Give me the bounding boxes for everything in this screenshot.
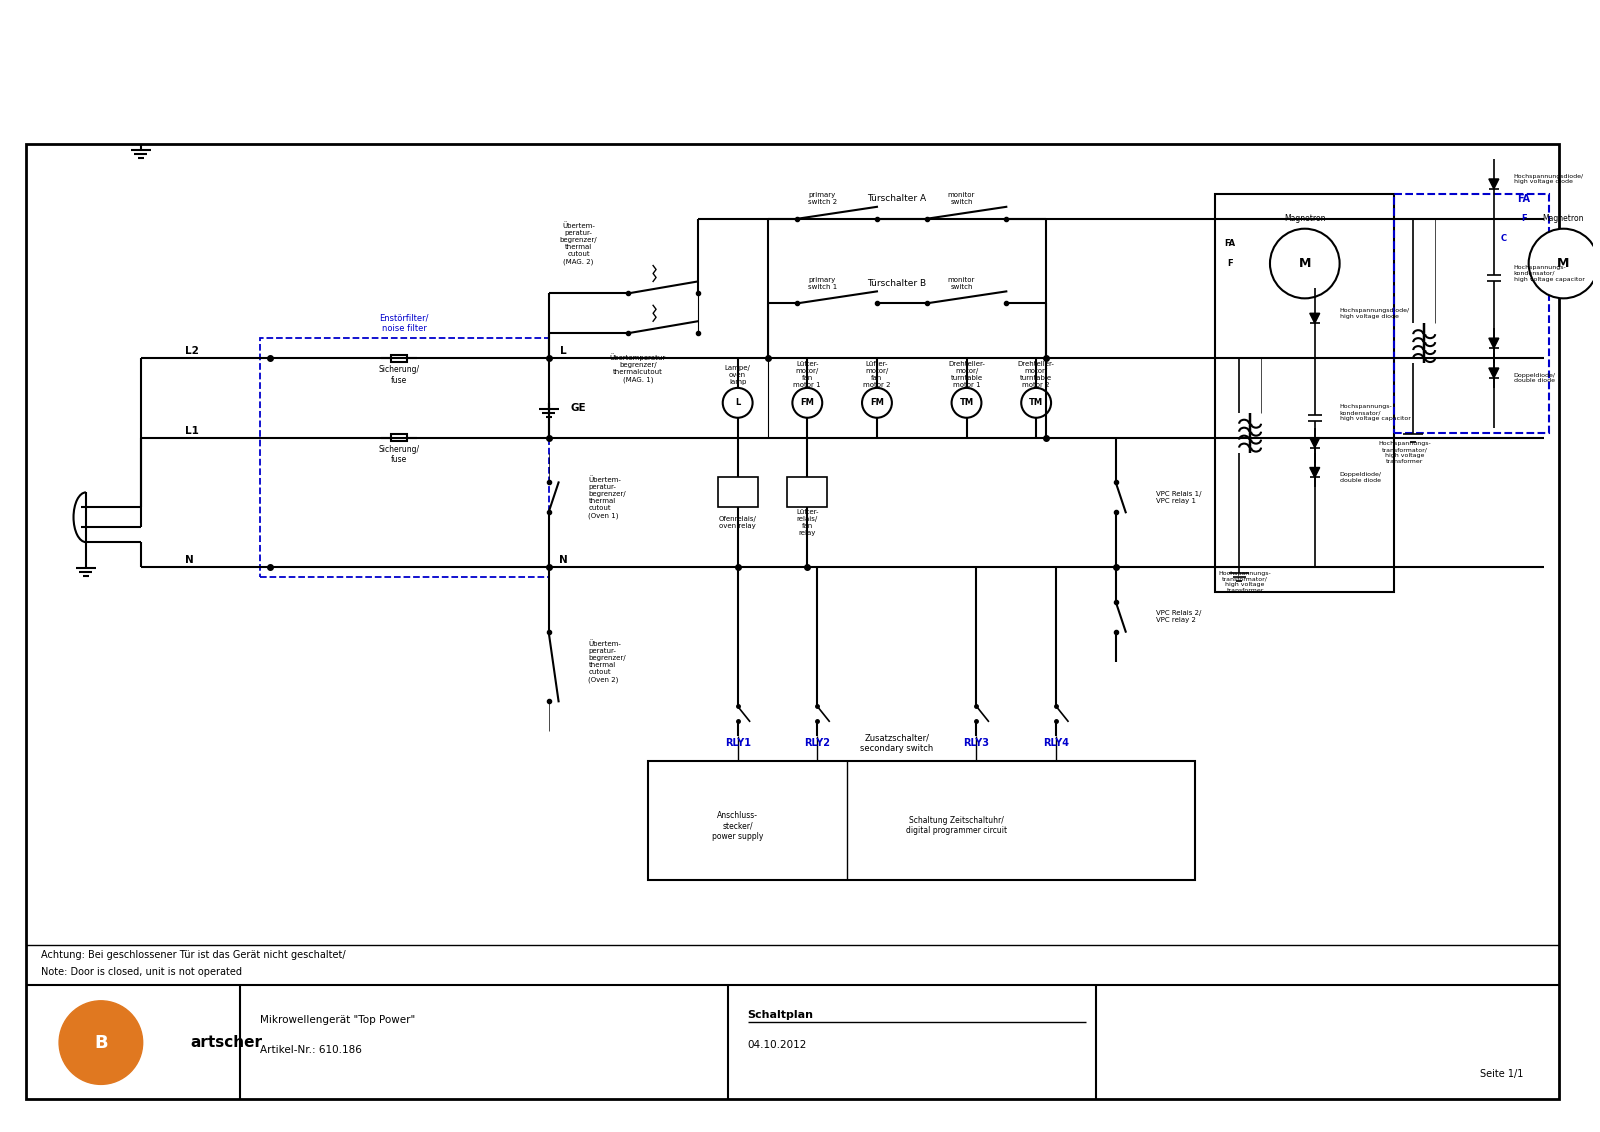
Text: FM: FM [870, 398, 883, 408]
Text: RLY3: RLY3 [963, 738, 989, 748]
Bar [392, 435, 408, 441]
Text: F: F [1522, 214, 1526, 223]
Text: FA: FA [1224, 239, 1235, 248]
Text: Übertem-
peratur-
begrenzer/
thermal
cutout
(Oven 2): Übertem- peratur- begrenzer/ thermal cut… [589, 641, 626, 683]
Bar [26, 144, 1558, 1099]
Text: Note: Door is closed, unit is not operated: Note: Door is closed, unit is not operat… [42, 967, 242, 977]
Text: Hochspannungs-
kondensator/
high voltage capacitor: Hochspannungs- kondensator/ high voltage… [1514, 265, 1584, 282]
Text: Hochspannungs-
kondensator/
high voltage capacitor: Hochspannungs- kondensator/ high voltage… [1339, 404, 1411, 421]
Text: Ofenrelais/
oven relay: Ofenrelais/ oven relay [718, 516, 757, 529]
Text: Übertem-
peratur-
begrenzer/
thermal
cutout
(Oven 1): Übertem- peratur- begrenzer/ thermal cut… [589, 477, 626, 518]
Circle shape [952, 388, 981, 418]
Text: L2: L2 [186, 346, 200, 357]
Text: Anschluss-
stecker/
power supply: Anschluss- stecker/ power supply [712, 811, 763, 841]
Circle shape [792, 388, 822, 418]
Polygon shape [1490, 368, 1499, 378]
Text: Magnetron: Magnetron [1285, 214, 1325, 223]
Text: Mikrowellengerät "Top Power": Mikrowellengerät "Top Power" [261, 1014, 416, 1024]
Text: Lüfter-
motor/
fan
motor 2: Lüfter- motor/ fan motor 2 [864, 361, 891, 388]
Text: GE: GE [571, 403, 586, 413]
Text: Magnetron: Magnetron [1542, 214, 1584, 223]
Text: Hochspannungsdiode/
high voltage diode: Hochspannungsdiode/ high voltage diode [1514, 173, 1584, 185]
Text: L: L [560, 346, 566, 357]
Text: Lüfter-
relais/
fan
relay: Lüfter- relais/ fan relay [797, 508, 819, 535]
Text: RLY4: RLY4 [1043, 738, 1069, 748]
Text: Sicherung/
fuse: Sicherung/ fuse [379, 445, 419, 464]
Text: Türschalter B: Türschalter B [867, 278, 926, 288]
Text: Doppeldiode/
double diode: Doppeldiode/ double diode [1514, 372, 1555, 384]
Text: Drehteller-
motor/
turntable
motor 2: Drehteller- motor/ turntable motor 2 [1018, 361, 1054, 388]
Bar [787, 478, 827, 507]
Text: Schaltplan: Schaltplan [747, 1010, 814, 1020]
Text: Hochspannungs-
transformator/
high voltage
transformer: Hochspannungs- transformator/ high volta… [1219, 571, 1272, 593]
Text: FA: FA [1517, 194, 1530, 204]
Polygon shape [1310, 438, 1320, 447]
Text: M: M [1299, 257, 1310, 271]
Circle shape [723, 388, 752, 418]
Text: M: M [1557, 257, 1570, 271]
Circle shape [1528, 229, 1598, 299]
Text: FM: FM [800, 398, 814, 408]
Text: L1: L1 [186, 426, 200, 436]
Text: Achtung: Bei geschlossener Tür ist das Gerät nicht geschaltet/: Achtung: Bei geschlossener Tür ist das G… [42, 950, 346, 960]
Text: VPC Relais 1/
VPC relay 1: VPC Relais 1/ VPC relay 1 [1155, 491, 1202, 504]
Text: 04.10.2012: 04.10.2012 [747, 1039, 806, 1049]
Text: Hochspannungs-
transformator/
high voltage
transformer: Hochspannungs- transformator/ high volta… [1378, 441, 1430, 464]
Text: monitor
switch: monitor switch [947, 192, 976, 205]
Bar [261, 338, 549, 577]
Text: N: N [186, 555, 194, 565]
Text: Doppeldiode/
double diode: Doppeldiode/ double diode [1339, 472, 1382, 483]
Text: F: F [1227, 259, 1234, 268]
Text: TM: TM [1029, 398, 1043, 408]
Text: primary
switch 1: primary switch 1 [808, 277, 837, 290]
Bar [392, 354, 408, 361]
Text: N: N [558, 555, 568, 565]
Circle shape [1021, 388, 1051, 418]
Text: Seite 1/1: Seite 1/1 [1480, 1070, 1523, 1080]
Circle shape [59, 1001, 142, 1084]
Text: B: B [94, 1034, 107, 1052]
Polygon shape [1490, 179, 1499, 189]
Bar [1216, 194, 1394, 592]
Text: RLY2: RLY2 [805, 738, 830, 748]
Text: Schaltung Zeitschaltuhr/
digital programmer circuit: Schaltung Zeitschaltuhr/ digital program… [906, 816, 1006, 835]
Text: Hochspannungsdiode/
high voltage diode: Hochspannungsdiode/ high voltage diode [1339, 308, 1410, 319]
Text: Artikel-Nr.: 610.186: Artikel-Nr.: 610.186 [261, 1045, 362, 1055]
Text: L: L [734, 398, 741, 408]
Text: Sicherung/
fuse: Sicherung/ fuse [379, 366, 419, 385]
Polygon shape [1310, 468, 1320, 478]
Text: Enstörfilter/
noise filter: Enstörfilter/ noise filter [379, 314, 429, 333]
Text: Lampe/
oven
lamp: Lampe/ oven lamp [725, 365, 750, 385]
Text: TM: TM [960, 398, 973, 408]
Text: primary
switch 2: primary switch 2 [808, 192, 837, 205]
Text: RLY1: RLY1 [725, 738, 750, 748]
Bar [718, 478, 757, 507]
Bar [1394, 194, 1549, 432]
Text: monitor
switch: monitor switch [947, 277, 976, 290]
Text: Türschalter A: Türschalter A [867, 195, 926, 204]
Text: Lüfter-
motor/
fan
motor 1: Lüfter- motor/ fan motor 1 [794, 361, 821, 388]
Bar [648, 761, 1195, 881]
Polygon shape [1490, 338, 1499, 349]
Text: Übertemperatur-
begrenzer/
thermalcutout
(MAG. 1): Übertemperatur- begrenzer/ thermalcutout… [610, 353, 667, 383]
Text: Drehteller-
motor/
turntable
motor 1: Drehteller- motor/ turntable motor 1 [949, 361, 986, 388]
Circle shape [862, 388, 891, 418]
Circle shape [1270, 229, 1339, 299]
Text: Zusatzschalter/
secondary switch: Zusatzschalter/ secondary switch [861, 734, 933, 753]
Text: C: C [1501, 234, 1507, 243]
Text: artscher: artscher [190, 1035, 262, 1050]
Polygon shape [1310, 314, 1320, 324]
Text: VPC Relais 2/
VPC relay 2: VPC Relais 2/ VPC relay 2 [1155, 610, 1202, 624]
Text: Übertem-
peratur-
begrenzer/
thermal
cutout
(MAG. 2): Übertem- peratur- begrenzer/ thermal cut… [560, 223, 597, 265]
